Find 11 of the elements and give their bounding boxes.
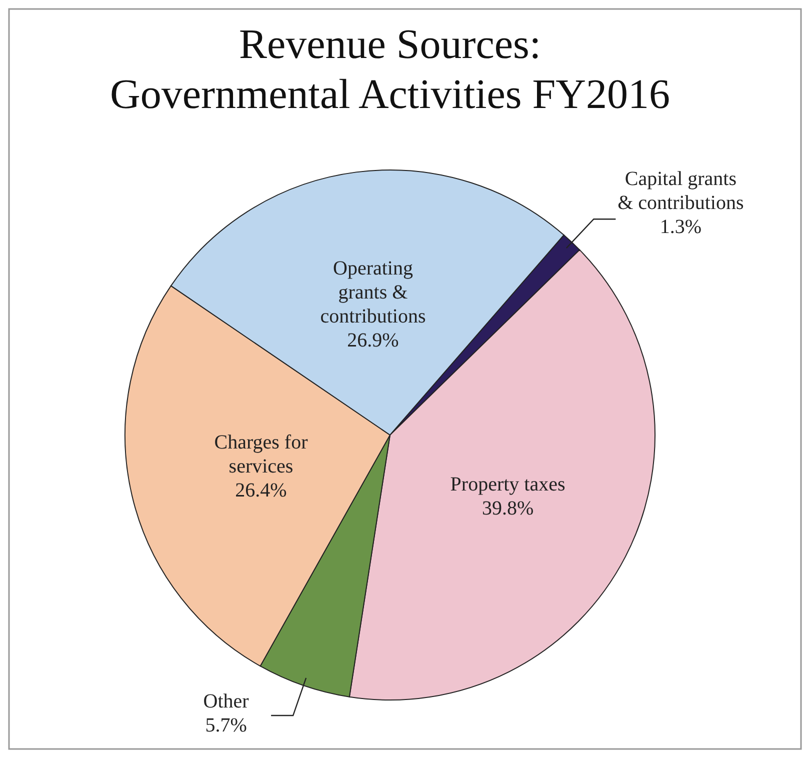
data-label: 26.9% bbox=[347, 330, 399, 352]
data-label: 1.3% bbox=[660, 216, 702, 238]
slice-label: Property taxes bbox=[450, 474, 566, 496]
data-label: 5.7% bbox=[205, 714, 247, 737]
slice-label: Charges for services bbox=[214, 431, 308, 478]
data-label: 26.4% bbox=[235, 479, 287, 502]
slice-label: Other bbox=[203, 690, 250, 713]
slice-label: Capital grants & contributions bbox=[618, 168, 744, 214]
chart-title: Revenue Sources: Governmental Activities FY2016 bbox=[110, 22, 670, 118]
data-label: 39.8% bbox=[482, 498, 534, 520]
slice-label: Operating grants & contributions bbox=[320, 258, 426, 328]
